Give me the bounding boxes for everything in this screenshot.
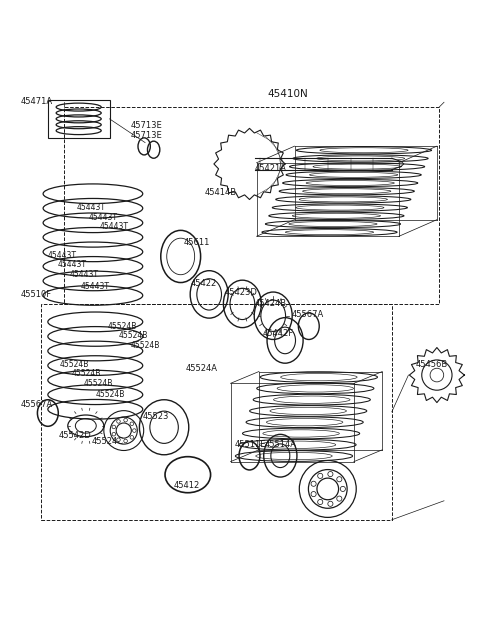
Bar [64, 107, 439, 304]
Bar [48, 100, 109, 138]
Text: 45414B: 45414B [204, 188, 237, 197]
Circle shape [340, 487, 346, 492]
Circle shape [337, 477, 342, 482]
Text: 45524B: 45524B [72, 369, 101, 378]
Text: 45523: 45523 [143, 412, 169, 421]
Text: 45421A: 45421A [254, 164, 286, 173]
Text: 45514A: 45514A [264, 440, 297, 449]
Text: 45524B: 45524B [131, 340, 160, 350]
Circle shape [117, 420, 120, 423]
Text: 45524B: 45524B [96, 390, 125, 399]
Text: 45443T: 45443T [69, 269, 98, 278]
Circle shape [124, 419, 127, 422]
Text: 45410N: 45410N [267, 88, 308, 99]
Circle shape [311, 492, 316, 497]
Text: 45443T: 45443T [88, 213, 117, 222]
Text: 45611: 45611 [184, 238, 210, 247]
Text: 45524A: 45524A [185, 364, 217, 374]
Circle shape [117, 438, 120, 442]
Circle shape [318, 499, 323, 504]
Circle shape [328, 501, 333, 506]
Circle shape [328, 472, 333, 477]
Text: 45442F: 45442F [263, 329, 294, 338]
Text: 45424B: 45424B [254, 299, 287, 308]
Text: 45524B: 45524B [60, 360, 89, 369]
Text: 45471A: 45471A [21, 97, 53, 106]
Text: 45524C: 45524C [92, 437, 124, 446]
Circle shape [130, 436, 133, 439]
Text: 45443T: 45443T [81, 282, 110, 291]
Text: 45524B: 45524B [119, 331, 148, 340]
Text: 45443T: 45443T [57, 260, 86, 269]
Text: 45443T: 45443T [100, 222, 129, 231]
Text: 45567A: 45567A [21, 401, 53, 410]
Circle shape [112, 433, 116, 436]
Text: 45443T: 45443T [48, 251, 77, 260]
Circle shape [130, 422, 133, 426]
Text: 45456B: 45456B [416, 360, 448, 369]
Text: 45422: 45422 [190, 279, 216, 288]
Text: 45510F: 45510F [21, 290, 52, 299]
Circle shape [337, 496, 342, 501]
Text: 45713E: 45713E [131, 121, 163, 129]
Text: 45524B: 45524B [107, 322, 136, 331]
Text: 45511E: 45511E [234, 440, 266, 449]
Text: 45412: 45412 [174, 481, 200, 490]
Text: 45443T: 45443T [76, 203, 105, 212]
Circle shape [112, 425, 116, 429]
Text: 45524B: 45524B [84, 379, 113, 388]
Bar [41, 304, 392, 520]
Text: 45423D: 45423D [225, 288, 258, 297]
Text: 45713E: 45713E [131, 131, 163, 140]
Text: 45567A: 45567A [291, 310, 324, 319]
Circle shape [124, 439, 127, 443]
Circle shape [311, 481, 316, 487]
Circle shape [318, 473, 323, 478]
Text: 45542D: 45542D [59, 431, 92, 440]
Circle shape [132, 429, 136, 433]
